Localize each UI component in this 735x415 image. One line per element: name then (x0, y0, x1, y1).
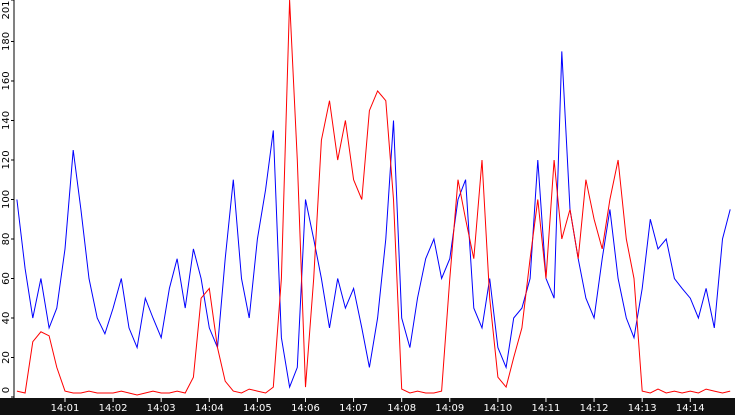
x-tick-label: 14:09 (435, 403, 464, 414)
y-tick-label: 40 (1, 312, 12, 325)
y-tick-label: 120 (1, 150, 12, 169)
x-tick-label: 14:02 (99, 403, 128, 414)
y-tick-label: 0 (1, 387, 12, 393)
y-tick-label: 140 (1, 111, 12, 130)
x-tick-label: 14:01 (51, 403, 80, 414)
y-tick-label: 160 (1, 71, 12, 90)
x-tick-label: 14:04 (195, 403, 224, 414)
x-tick-label: 14:03 (147, 403, 176, 414)
y-tick-label: 100 (1, 190, 12, 209)
x-tick-label: 14:07 (339, 403, 368, 414)
series-line (16, 51, 731, 389)
x-tick-label: 14:12 (580, 403, 609, 414)
y-tick-label: 60 (1, 272, 12, 285)
x-axis-band (0, 398, 735, 415)
y-tick-label: 201 (1, 0, 12, 19)
x-tick-label: 14:06 (291, 403, 320, 414)
y-tick-label: 80 (1, 233, 12, 246)
x-tick-label: 14:10 (483, 403, 512, 414)
y-tick-label: 20 (1, 351, 12, 364)
x-tick-label: 14:11 (532, 403, 561, 414)
x-tick-label: 14:08 (387, 403, 416, 414)
x-tick-label: 14:13 (628, 403, 657, 414)
x-tick-label: 14:14 (676, 403, 705, 414)
series-line (16, 0, 731, 396)
x-tick-label: 14:05 (243, 403, 272, 414)
y-tick-label: 180 (1, 32, 12, 51)
